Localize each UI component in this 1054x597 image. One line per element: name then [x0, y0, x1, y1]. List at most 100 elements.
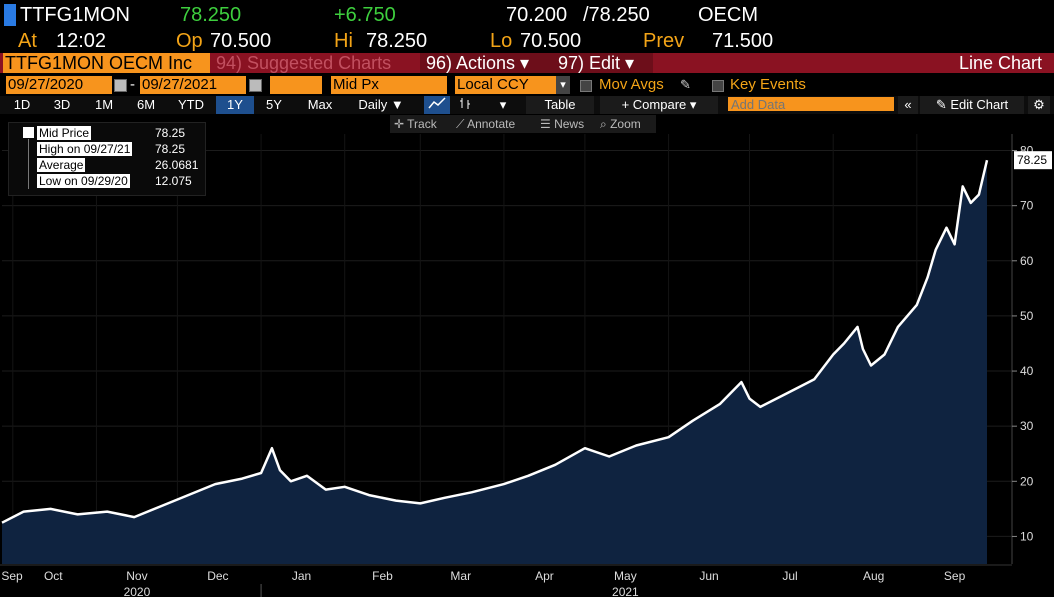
x-tick-label: May	[614, 569, 637, 583]
calendar-icon[interactable]	[249, 79, 262, 92]
y-tick-label: 10	[1020, 529, 1034, 543]
table-button[interactable]: Table	[526, 96, 594, 114]
news-icon: ☰	[540, 117, 555, 131]
currency-select[interactable]: Local CCY	[455, 76, 557, 94]
x-tick-label: Dec	[207, 569, 228, 583]
x-tick-label: Feb	[372, 569, 393, 583]
zoom-button[interactable]: ⌕ Zoom	[600, 115, 641, 133]
period-ytd-button[interactable]: YTD	[178, 97, 204, 112]
x-tick-label: Sep	[1, 569, 23, 583]
mid-price-swatch	[23, 127, 34, 138]
start-date-field[interactable]: 09/27/2020	[6, 76, 112, 94]
annotate-label: Annotate	[467, 117, 516, 131]
period-1m-button[interactable]: 1M	[94, 97, 114, 112]
x-year-label: 2020	[124, 585, 151, 597]
last-value-label: 78.25	[1017, 153, 1047, 167]
chart-style-dropdown[interactable]: ▾	[499, 97, 507, 112]
date-separator: -	[130, 76, 135, 93]
last-value-tag	[1014, 151, 1052, 170]
price-field-select[interactable]: Mid Px	[331, 76, 447, 94]
x-tick-label: Apr	[535, 569, 554, 583]
add-data-input[interactable]	[728, 97, 894, 111]
legend-value: 26.0681	[155, 158, 199, 172]
line-chart-icon[interactable]	[424, 96, 450, 114]
ask-price: /78.250	[583, 4, 650, 26]
legend-value: 78.25	[155, 126, 186, 140]
legend-row: Average 26.0681	[37, 158, 198, 173]
period-5y-button[interactable]: 5Y	[266, 97, 282, 112]
blank-field[interactable]	[270, 76, 322, 94]
suggested-charts-button[interactable]: 94) Suggested Charts	[216, 53, 392, 73]
key-events-checkbox[interactable]	[712, 80, 724, 92]
period-bar: 1D 3D 1M 6M YTD 1Y 5Y Max Daily ▼ ▾ Tabl…	[0, 96, 1054, 114]
compare-button[interactable]: + Compare ▾	[600, 96, 718, 114]
track-button[interactable]: ✛ Track	[394, 115, 437, 133]
annotate-icon: ⟋	[456, 117, 468, 131]
end-date-field[interactable]: 09/27/2021	[140, 76, 246, 94]
bid-price: 70.200	[506, 4, 568, 26]
ticker: TTFG1MON	[20, 4, 130, 26]
low-value: 70.500	[520, 30, 582, 52]
bar-chart-icon[interactable]	[454, 96, 476, 114]
edit-chart-label: Edit Chart	[950, 97, 1009, 112]
prev-label: Prev	[643, 30, 685, 52]
pencil-icon[interactable]: ✎	[680, 77, 691, 92]
period-6m-button[interactable]: 6M	[136, 97, 156, 112]
legend-label: High on 09/27/21	[37, 142, 133, 156]
zoom-label: Zoom	[610, 117, 641, 131]
y-tick-label: 50	[1020, 309, 1034, 323]
high-label: Hi	[334, 30, 353, 52]
legend-label: Mid Price	[37, 126, 92, 140]
mov-avgs-checkbox[interactable]	[580, 80, 592, 92]
net-change: +6.750	[334, 4, 396, 26]
x-tick-label: Jun	[699, 569, 718, 583]
crosshair-icon: ✛	[394, 117, 408, 131]
price-area	[2, 160, 987, 564]
chevron-down-icon[interactable]: ▾	[556, 76, 570, 94]
legend-tree-line	[28, 139, 29, 189]
legend-row: Low on 09/29/20 12.075	[37, 174, 192, 189]
key-events-label: Key Events	[730, 76, 806, 93]
x-tick-label: Aug	[863, 569, 884, 583]
y-tick-label: 60	[1020, 254, 1034, 268]
x-tick-label: Jul	[782, 569, 797, 583]
edit-menu[interactable]: 97) Edit ▾	[552, 53, 653, 73]
time-value: 12:02	[56, 30, 107, 52]
calendar-icon[interactable]	[114, 79, 127, 92]
gear-icon[interactable]: ⚙	[1028, 96, 1050, 114]
exchange: OECM	[698, 4, 758, 26]
chart-legend: Mid Price 78.25 High on 09/27/21 78.25 Ave…	[8, 122, 206, 196]
security-indicator	[4, 4, 16, 26]
x-tick-label: Nov	[126, 569, 147, 583]
y-tick-label: 30	[1020, 419, 1034, 433]
last-price: 78.250	[180, 4, 242, 26]
period-max-button[interactable]: Max	[307, 97, 333, 112]
low-label: Lo	[490, 30, 513, 52]
news-button[interactable]: ☰ News	[540, 115, 584, 133]
actions-menu[interactable]: 96) Actions ▾	[420, 53, 554, 73]
x-tick-label: Sep	[944, 569, 966, 583]
collapse-icon[interactable]: «	[898, 96, 918, 114]
high-value: 78.250	[366, 30, 428, 52]
period-1y-button[interactable]: 1Y	[216, 96, 254, 114]
edit-chart-button[interactable]: ✎ Edit Chart	[920, 96, 1024, 114]
price-line	[1, 159, 989, 524]
mov-avgs-label: Mov Avgs	[599, 76, 664, 93]
news-label: News	[554, 117, 585, 131]
chart-type-title: Line Chart	[958, 53, 1042, 73]
y-tick-label: 70	[1020, 199, 1034, 213]
open-value: 70.500	[210, 30, 272, 52]
security-field[interactable]: TTFG1MON OECM Inc	[3, 53, 210, 73]
period-1d-button[interactable]: 1D	[13, 97, 31, 112]
x-year-label: 2021	[612, 585, 639, 597]
time-label: At	[18, 30, 37, 52]
period-3d-button[interactable]: 3D	[53, 97, 71, 112]
legend-row: High on 09/27/21 78.25	[37, 142, 185, 157]
annotate-button[interactable]: ⟋ Annotate	[456, 115, 515, 133]
frequency-select[interactable]: Daily ▼	[358, 97, 404, 112]
legend-label: Average	[37, 158, 86, 172]
prev-value: 71.500	[712, 30, 774, 52]
legend-value: 78.25	[155, 142, 186, 156]
track-label: Track	[407, 117, 437, 131]
